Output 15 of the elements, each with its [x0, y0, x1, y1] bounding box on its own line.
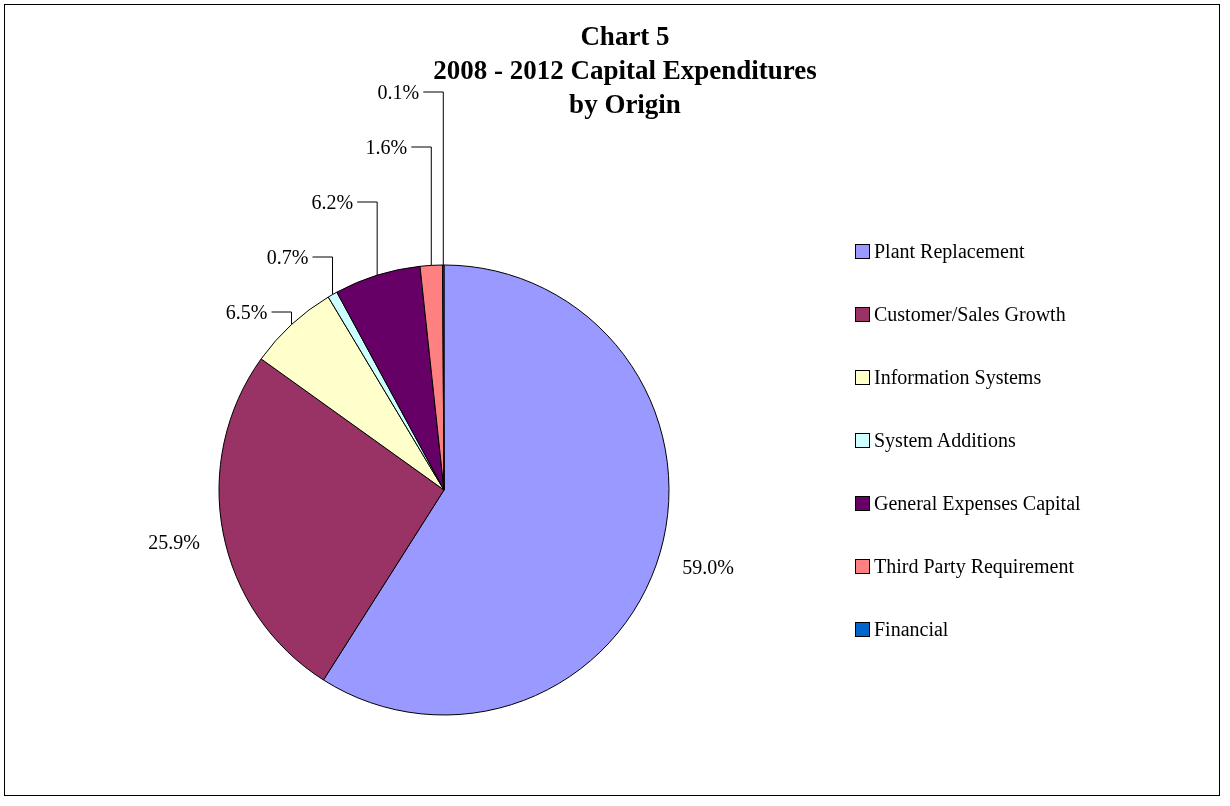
legend-label: System Additions — [874, 429, 1016, 452]
data-label: 25.9% — [148, 531, 200, 554]
data-label: 6.5% — [225, 301, 268, 323]
chart-title: Chart 5 2008 - 2012 Capital Expenditures by Origin — [433, 21, 817, 119]
legend-label: Customer/Sales Growth — [874, 303, 1066, 326]
legend-label: General Expenses Capital — [874, 492, 1081, 515]
data-label: 1.6% — [365, 136, 408, 158]
data-label: 0.7% — [266, 246, 309, 268]
legend-label: Financial — [874, 618, 949, 641]
data-label: 6.2% — [311, 191, 354, 213]
legend-label: Information Systems — [874, 366, 1042, 389]
legend-label: Plant Replacement — [874, 240, 1025, 263]
data-label: 59.0% — [682, 555, 734, 578]
legend-label: Third Party Requirement — [874, 555, 1074, 578]
data-label: 0.1% — [377, 81, 420, 103]
